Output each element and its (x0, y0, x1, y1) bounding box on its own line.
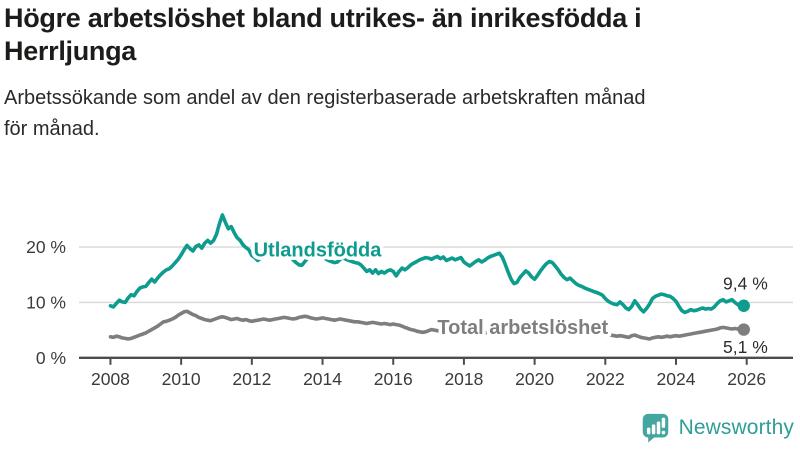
x-tick-label: 2008 (91, 369, 130, 389)
page-title-line-2: Herrljunga (4, 36, 137, 66)
page-title-line-1: Högre arbetslöshet bland utrikes- än inr… (4, 3, 642, 33)
page-title: Högre arbetslöshet bland utrikes- än inr… (4, 2, 800, 68)
series-end-dot (737, 299, 750, 312)
x-tick-label: 2026 (727, 369, 766, 389)
exclamation-dot (661, 430, 665, 435)
x-tick-label: 2018 (444, 369, 483, 389)
series-line-total (108, 309, 746, 341)
exclamation-stem (661, 417, 665, 428)
y-tick-label: 10 % (26, 292, 66, 312)
series-end-dot (737, 323, 750, 336)
x-tick-label: 2024 (657, 369, 696, 389)
newsworthy-logo-icon (642, 413, 668, 443)
x-tick-label: 2020 (515, 369, 554, 389)
chart-subtitle-line-2: för månad. (4, 118, 100, 140)
series-label-total: Total arbetslöshet (437, 317, 608, 339)
chart-subtitle-line-1: Arbetssökande som andel av den registerb… (4, 87, 646, 109)
chart-subtitle: Arbetssökande som andel av den registerb… (4, 83, 800, 145)
series-label-utlandsfodda: Utlandsfödda (254, 239, 383, 261)
series-end-value-label: 5,1 % (723, 337, 768, 357)
y-tick-label: 0 % (36, 348, 66, 368)
x-tick-label: 2022 (586, 369, 625, 389)
bar-3 (656, 421, 660, 435)
series-end-value-label: 9,4 % (723, 273, 768, 293)
bar-2 (651, 424, 655, 435)
newsworthy-brand-text: Newsworthy (678, 415, 794, 439)
x-tick-label: 2014 (303, 369, 342, 389)
x-tick-label: 2016 (374, 369, 413, 389)
x-tick-label: 2010 (162, 369, 201, 389)
newsworthy-branding: Newsworthy (640, 411, 794, 444)
series-line-utlandsfodda (108, 213, 746, 315)
y-tick-label: 20 % (26, 237, 66, 257)
chart-header: Högre arbetslöshet bland utrikes- än inr… (4, 2, 800, 145)
x-tick-label: 2012 (232, 369, 271, 389)
bar-1 (646, 427, 651, 435)
